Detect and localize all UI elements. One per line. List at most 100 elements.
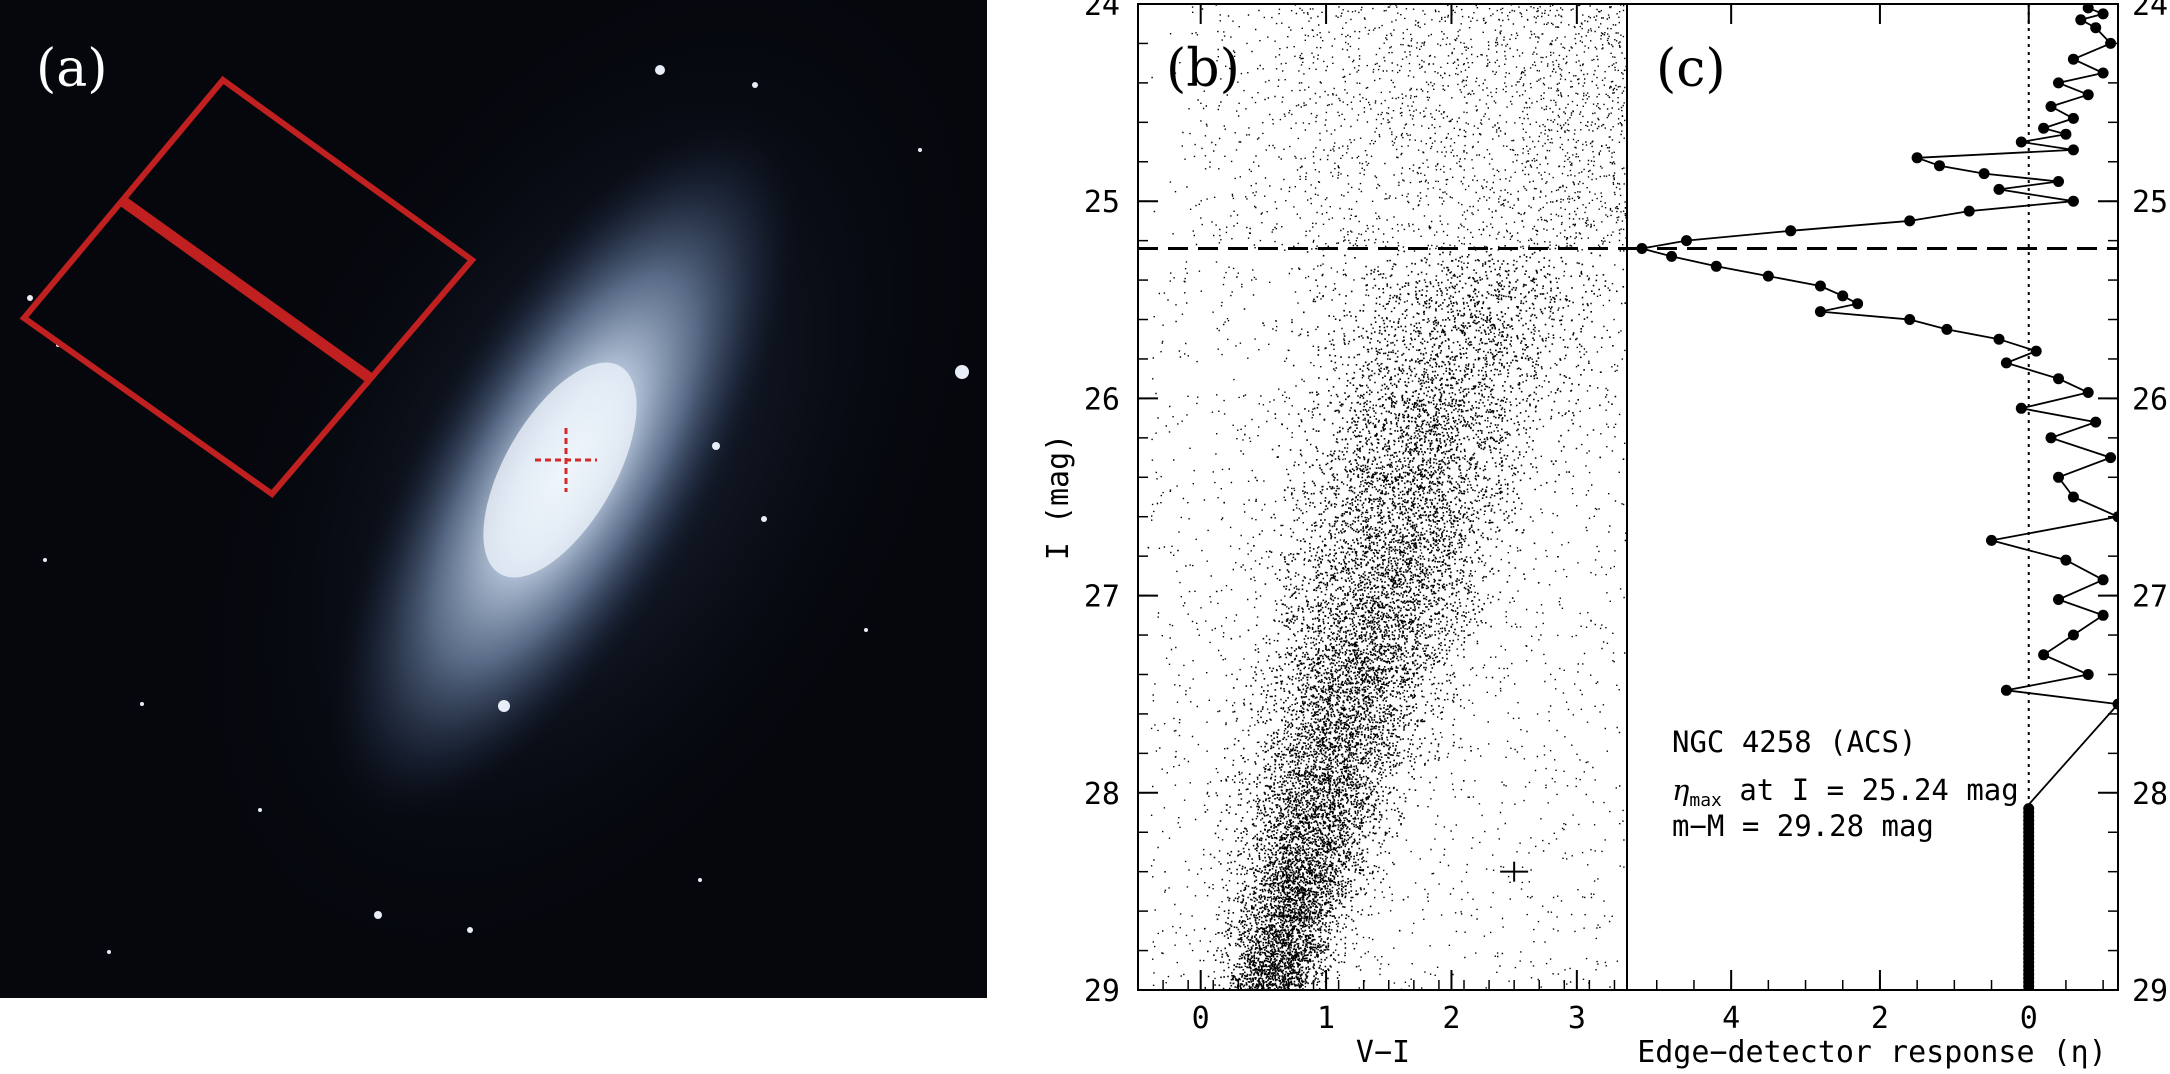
panel-c-label: (c) bbox=[1656, 39, 1726, 99]
panel-c-point bbox=[2067, 144, 2079, 156]
panel-c-point bbox=[2097, 8, 2109, 20]
panel-c-point bbox=[2082, 669, 2094, 680]
panel-c-point bbox=[2015, 136, 2027, 148]
panel-c-point bbox=[2097, 67, 2109, 79]
panel-a-label: (a) bbox=[36, 39, 108, 99]
panel-c-point bbox=[2067, 629, 2079, 641]
panel-c-point bbox=[1941, 323, 1953, 335]
panel-c-point bbox=[2067, 53, 2079, 65]
panel-c-point bbox=[2105, 452, 2117, 464]
panel-c-point bbox=[2053, 77, 2064, 89]
panel-b-ytick-label: 25 bbox=[1084, 185, 1120, 220]
panel-c-point bbox=[1852, 298, 1864, 310]
panel-b-xtick-label: 1 bbox=[1317, 1001, 1335, 1036]
panel-c-tick-labels: 4 2 0 24 25 26 27 28 29 bbox=[1722, 0, 2168, 1036]
panel-c-point bbox=[2045, 101, 2057, 112]
panel-c-point bbox=[2053, 594, 2064, 605]
panel-c-point bbox=[2053, 471, 2064, 483]
panel-c-point bbox=[1986, 534, 1997, 546]
error-cross-icon bbox=[1500, 861, 1529, 882]
cmd-points bbox=[1147, 4, 1627, 990]
panel-b-xtick-label: 0 bbox=[1192, 1001, 1210, 1036]
panel-c-point bbox=[1666, 250, 1678, 262]
panel-c-point bbox=[1978, 168, 1990, 180]
panel-c-point bbox=[1710, 260, 1722, 272]
cmd-star-points bbox=[1147, 4, 1627, 990]
panel-b-ytick-label: 24 bbox=[1084, 0, 1120, 23]
panel-b-xtick-label: 2 bbox=[1442, 1001, 1460, 1036]
annotation-line-2: ηmax at I = 25.24 mag bbox=[1672, 773, 2019, 811]
galaxy-core bbox=[483, 362, 637, 578]
panel-c-edge-detector-response: 4 2 0 24 25 26 27 28 29 (c) Edge−detector respon… bbox=[1626, 0, 2168, 1070]
annotation-line-1: NGC 4258 (ACS) bbox=[1672, 725, 1916, 759]
panel-c-point bbox=[2067, 195, 2079, 207]
panel-c-ytick-label: 24 bbox=[2132, 0, 2168, 23]
panel-c-xlabel: Edge−detector response (η) bbox=[1637, 1035, 2107, 1070]
panel-c-frame bbox=[1626, 3, 2119, 991]
panel-c-ytick-label: 27 bbox=[2132, 580, 2168, 615]
panel-c-point bbox=[2015, 402, 2027, 414]
annotation-line-3: m−M = 29.28 mag bbox=[1672, 809, 1934, 843]
panel-c-point bbox=[2053, 373, 2064, 385]
panel-c-point bbox=[2097, 574, 2109, 586]
galaxy-center-crosshair-icon bbox=[535, 428, 597, 492]
panel-b-ticks bbox=[1137, 3, 1616, 991]
panel-c-xtick-label: 2 bbox=[1871, 1001, 1889, 1036]
panel-b-frame bbox=[1137, 3, 1628, 991]
panel-c-point bbox=[1993, 183, 2005, 195]
annotation-eta-subscript: max bbox=[1689, 790, 1722, 811]
panel-c-ytick-label: 29 bbox=[2132, 974, 2168, 1009]
annotation-line-2-rest: at I = 25.24 mag bbox=[1722, 773, 2019, 807]
panel-c-point bbox=[2038, 122, 2050, 134]
foreground-stars bbox=[27, 65, 969, 954]
panel-c-point bbox=[1814, 306, 1826, 318]
panel-c-point bbox=[2067, 491, 2079, 503]
panel-c-point bbox=[1762, 270, 1774, 282]
panel-c-series bbox=[1636, 4, 2118, 990]
panel-c-point bbox=[1785, 225, 1797, 237]
panel-c-point bbox=[1681, 235, 1692, 247]
panel-a-galaxy-image: (a) bbox=[0, 0, 991, 998]
panel-c-point bbox=[2097, 609, 2109, 621]
panel-c-xtick-label: 4 bbox=[1722, 1001, 1740, 1036]
panel-c-point bbox=[1993, 333, 2005, 345]
panel-c-point bbox=[1934, 160, 1945, 172]
panel-c-point bbox=[2090, 416, 2102, 428]
panel-c-point bbox=[1904, 215, 1916, 227]
panel-c-point bbox=[2000, 357, 2012, 369]
panel-c-point bbox=[2082, 387, 2094, 398]
panel-b-label: (b) bbox=[1166, 39, 1240, 99]
panel-c-point bbox=[2060, 554, 2072, 566]
acs-footprint-frame bbox=[19, 75, 477, 499]
panel-c-point bbox=[2000, 684, 2012, 696]
panel-c-point bbox=[2090, 22, 2102, 34]
panel-c-point bbox=[2030, 345, 2042, 357]
panel-c-point bbox=[1911, 152, 1923, 164]
panel-c-point bbox=[1963, 205, 1975, 217]
panel-c-point bbox=[2112, 698, 2118, 710]
panel-b-ylabel: I (mag) bbox=[1041, 434, 1076, 560]
panel-c-point bbox=[1814, 280, 1826, 292]
panel-b-xlabel: V−I bbox=[1356, 1035, 1410, 1070]
panel-c-point bbox=[1837, 290, 1849, 302]
panel-c-point bbox=[2067, 112, 2079, 124]
annotation-block: NGC 4258 (ACS) ηmax at I = 25.24 mag m−M… bbox=[1672, 725, 2019, 843]
panel-c-ytick-label: 25 bbox=[2132, 185, 2168, 220]
panel-c-point bbox=[2053, 176, 2064, 187]
panel-c-ytick-label: 28 bbox=[2132, 777, 2168, 812]
panel-c-point bbox=[2082, 4, 2094, 14]
panel-b-xtick-label: 3 bbox=[1568, 1001, 1586, 1036]
panel-c-xtick-label: 0 bbox=[2020, 1001, 2038, 1036]
panel-c-point bbox=[2045, 432, 2057, 444]
panel-c-point bbox=[2038, 649, 2050, 661]
panel-c-point bbox=[2082, 89, 2094, 101]
panel-c-point bbox=[2060, 128, 2072, 140]
panel-c-point bbox=[2075, 14, 2087, 26]
panel-b-ytick-label: 27 bbox=[1084, 580, 1120, 615]
panel-c-ytick-label: 26 bbox=[2132, 382, 2168, 417]
panel-b-ytick-label: 26 bbox=[1084, 382, 1120, 417]
annotation-eta-symbol: η bbox=[1672, 773, 1690, 807]
